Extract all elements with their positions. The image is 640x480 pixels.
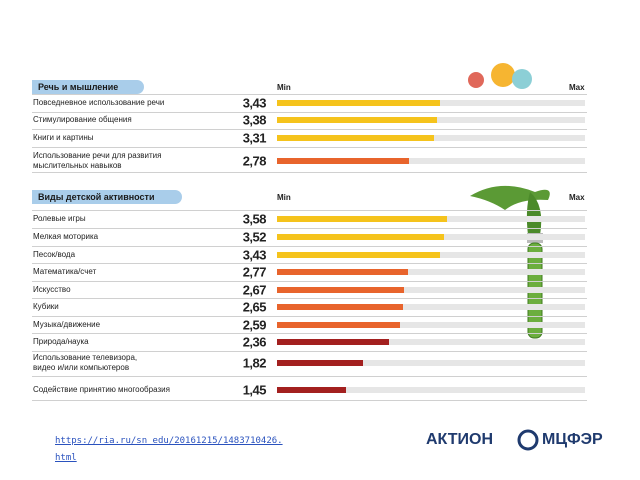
bar xyxy=(277,117,438,123)
logo: МЦФЭР xyxy=(542,431,603,448)
separator xyxy=(32,147,587,148)
row-label: Использование телевизора, видео и/или ко… xyxy=(33,353,138,372)
row-label: Содействие принятию многообразия xyxy=(33,385,170,394)
separator xyxy=(32,246,587,247)
bar xyxy=(277,322,400,328)
bar xyxy=(277,339,389,345)
logo-mark xyxy=(517,429,539,451)
separator xyxy=(32,298,587,299)
separator xyxy=(32,400,587,401)
value-label: 1,82 xyxy=(242,355,267,371)
separator xyxy=(32,228,587,229)
row-label: Песок/вода xyxy=(33,250,76,259)
bar xyxy=(277,252,440,258)
track xyxy=(277,322,585,328)
value-label: 2,36 xyxy=(242,334,267,350)
bar xyxy=(277,135,434,141)
separator xyxy=(32,376,587,377)
circle xyxy=(468,72,484,88)
separator xyxy=(32,263,587,264)
track xyxy=(277,269,585,275)
min-label: Min xyxy=(277,83,291,92)
track xyxy=(277,339,585,345)
separator xyxy=(32,351,587,352)
value-label: 3,31 xyxy=(242,130,267,146)
bar xyxy=(277,100,440,106)
row-label: Использование речи для развития мыслител… xyxy=(33,151,162,170)
value-label: 2,65 xyxy=(242,299,267,315)
track xyxy=(277,158,585,164)
row-label: Кубики xyxy=(33,302,59,311)
circle xyxy=(491,63,515,87)
value-label: 2,77 xyxy=(242,264,267,280)
row-label: Ролевые игры xyxy=(33,214,86,223)
min-label: Min xyxy=(277,193,291,202)
max-label: Max xyxy=(569,83,585,92)
row-label: Природа/наука xyxy=(33,337,89,346)
separator xyxy=(32,172,587,173)
max-label: Max xyxy=(569,193,585,202)
logo: АКТИОН xyxy=(426,431,493,448)
separator xyxy=(32,210,587,211)
separator xyxy=(32,112,587,113)
row-label: Искусство xyxy=(33,285,71,294)
bar xyxy=(277,387,346,393)
row-label: Мелкая моторика xyxy=(33,232,99,241)
link[interactable]: https://ria.ru/sn_edu/20161215/148371042… xyxy=(55,436,283,446)
row-label: Повседневное использование речи xyxy=(33,98,165,107)
track xyxy=(277,360,585,366)
value-label: 3,43 xyxy=(242,95,267,111)
row-label: Книги и картины xyxy=(33,133,94,142)
row-label: Музыка/движение xyxy=(33,320,101,329)
bar xyxy=(277,360,364,366)
link[interactable]: html xyxy=(55,453,77,463)
separator xyxy=(32,94,587,95)
row-label: Стимулирование общения xyxy=(33,115,132,124)
section-title: Виды детской активности xyxy=(32,190,182,204)
bar xyxy=(277,216,447,222)
row-label: Математика/счет xyxy=(33,267,97,276)
section-title: Речь и мышление xyxy=(32,80,144,94)
track xyxy=(277,287,585,293)
separator xyxy=(32,281,587,282)
value-label: 3,52 xyxy=(242,229,267,245)
bar xyxy=(277,269,409,275)
separator xyxy=(32,129,587,130)
value-label: 2,78 xyxy=(242,153,267,169)
circle xyxy=(512,69,532,89)
value-label: 1,45 xyxy=(242,382,267,398)
bar xyxy=(277,158,409,164)
separator xyxy=(32,333,587,334)
value-label: 3,43 xyxy=(242,247,267,263)
bar xyxy=(277,287,404,293)
value-label: 3,58 xyxy=(242,211,267,227)
track xyxy=(277,304,585,310)
value-label: 3,38 xyxy=(242,112,267,128)
value-label: 2,67 xyxy=(242,282,267,298)
track xyxy=(277,387,585,393)
value-label: 2,59 xyxy=(242,317,267,333)
separator xyxy=(32,316,587,317)
bar xyxy=(277,234,444,240)
bar xyxy=(277,304,403,310)
